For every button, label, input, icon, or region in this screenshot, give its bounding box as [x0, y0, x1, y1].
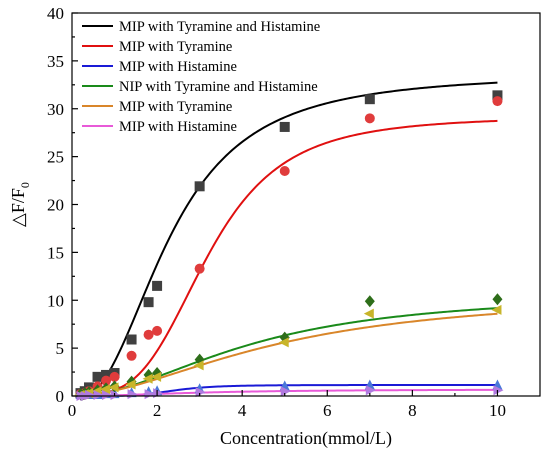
data-point-series-2 — [143, 329, 154, 340]
data-markers — [74, 90, 504, 401]
y-axis-title-subscript: 0 — [18, 182, 32, 188]
data-point-series-2 — [126, 350, 137, 361]
data-point-series-4 — [364, 295, 375, 308]
data-point-series-6 — [110, 390, 121, 401]
data-point-series-6 — [195, 387, 206, 398]
y-axis-title: △F/F0 — [8, 182, 32, 227]
data-point-series-4 — [492, 293, 503, 306]
x-tick-label: 10 — [489, 401, 506, 420]
axis-ticks: 0 2 4 6 8 10 0 5 10 15 20 25 30 35 40 — [47, 4, 506, 420]
data-point-series-2 — [194, 263, 205, 274]
legend-entry-label: MIP with Histamine — [119, 59, 237, 75]
fit-line-series-5 — [80, 312, 498, 397]
data-point-series-5 — [491, 304, 502, 315]
data-point-series-1 — [143, 297, 154, 308]
x-tick-label: 0 — [68, 401, 77, 420]
data-point-series-6 — [365, 385, 376, 396]
data-point-series-2 — [492, 96, 503, 107]
legend-entry-label: MIP with Tyramine — [119, 39, 232, 55]
data-point-series-5 — [108, 382, 119, 393]
data-point-series-5 — [151, 371, 162, 382]
x-axis-title: Concentration(mmol/L) — [220, 428, 392, 449]
x-tick-label: 6 — [323, 401, 332, 420]
fit-line-series-2 — [80, 119, 498, 396]
data-point-series-5 — [125, 379, 136, 390]
data-point-series-5 — [363, 308, 374, 319]
y-tick-label: 15 — [47, 243, 64, 262]
y-tick-label: 10 — [47, 291, 64, 310]
data-point-series-2 — [364, 113, 375, 124]
data-point-series-1 — [279, 121, 290, 132]
y-axis-title-main: △F/F — [8, 188, 28, 227]
legend-entry-label: MIP with Histamine — [119, 119, 237, 135]
y-tick-label: 30 — [47, 100, 64, 119]
y-tick-label: 40 — [47, 4, 64, 23]
y-tick-label: 25 — [47, 148, 64, 167]
data-point-series-1 — [364, 94, 375, 105]
x-tick-label: 8 — [408, 401, 417, 420]
data-point-series-6 — [493, 385, 504, 396]
data-point-series-1 — [492, 90, 503, 101]
data-point-series-6 — [93, 390, 104, 401]
legend-entry-label: NIP with Tyramine and Histamine — [119, 79, 318, 95]
legend-entry-label: MIP with Tyramine and Histamine — [119, 19, 320, 35]
data-point-series-1 — [126, 334, 137, 345]
y-tick-label: 35 — [47, 52, 64, 71]
data-point-series-5 — [278, 337, 289, 348]
data-point-series-6 — [280, 386, 291, 397]
legend-entry-label: MIP with Tyramine — [119, 99, 232, 115]
data-point-series-5 — [100, 384, 111, 395]
data-point-series-1 — [101, 369, 112, 380]
data-point-series-1 — [152, 280, 163, 291]
legend: MIP with Tyramine and Histamine MIP with … — [82, 19, 320, 135]
data-point-series-6 — [102, 390, 113, 401]
x-tick-label: 4 — [238, 401, 247, 420]
y-tick-label: 5 — [56, 339, 65, 358]
data-point-series-1 — [194, 181, 205, 192]
data-point-series-5 — [142, 373, 153, 384]
y-tick-label: 0 — [56, 387, 65, 406]
fit-line-series-1 — [80, 81, 498, 401]
x-tick-label: 2 — [153, 401, 162, 420]
data-point-series-1 — [92, 371, 103, 382]
data-point-series-6 — [85, 390, 96, 401]
y-tick-label: 20 — [47, 196, 64, 215]
data-point-series-2 — [101, 375, 112, 386]
data-point-series-2 — [152, 325, 163, 336]
data-point-series-2 — [109, 371, 120, 382]
data-point-series-2 — [279, 165, 290, 176]
data-point-series-5 — [193, 360, 204, 371]
